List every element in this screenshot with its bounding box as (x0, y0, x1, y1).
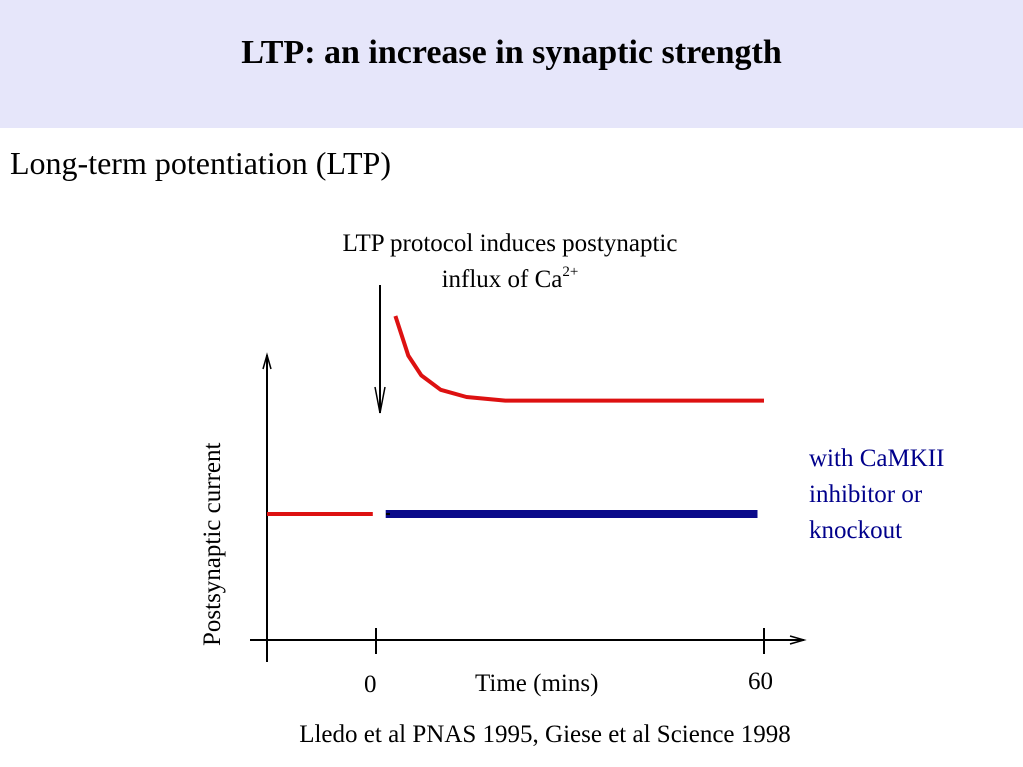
chart-series (267, 315, 764, 518)
annotation-line-2-text: influx of Ca (441, 266, 563, 293)
slide-subtitle: Long-term potentiation (LTP) (10, 145, 391, 181)
inhibitor-note-line-1: with CaMKII (809, 445, 945, 472)
x-axis-label: Time (mins) (475, 670, 599, 697)
chart-axes (250, 352, 807, 662)
series-0 (267, 315, 764, 516)
x-tick-label-60: 60 (748, 668, 773, 695)
chart-annotations (374, 285, 390, 515)
title-band (0, 0, 1023, 128)
inhibitor-note-line-3: knockout (809, 517, 903, 544)
inhibitor-note-line-2: inhibitor or (809, 481, 923, 508)
annotation-line-2: influx of Ca2+ (290, 262, 730, 298)
protocol-arrow-head (374, 386, 386, 414)
series-0-segment-1 (393, 315, 764, 403)
y-axis-label: Postsynaptic current (199, 442, 226, 646)
calcium-charge-superscript: 2+ (562, 264, 579, 280)
x-axis-arrowhead (789, 635, 807, 645)
slide-title: LTP: an increase in synaptic strength (241, 34, 782, 71)
annotation-line-1: LTP protocol induces postynaptic (342, 230, 678, 257)
ltp-protocol-annotation: LTP protocol induces postynaptic influx … (290, 226, 730, 298)
x-tick-label-0: 0 (364, 671, 377, 698)
camkii-inhibitor-note: with CaMKII inhibitor or knockout (809, 441, 1009, 549)
y-axis-arrowhead (262, 352, 272, 370)
citation: Lledo et al PNAS 1995, Giese et al Scien… (299, 721, 791, 748)
